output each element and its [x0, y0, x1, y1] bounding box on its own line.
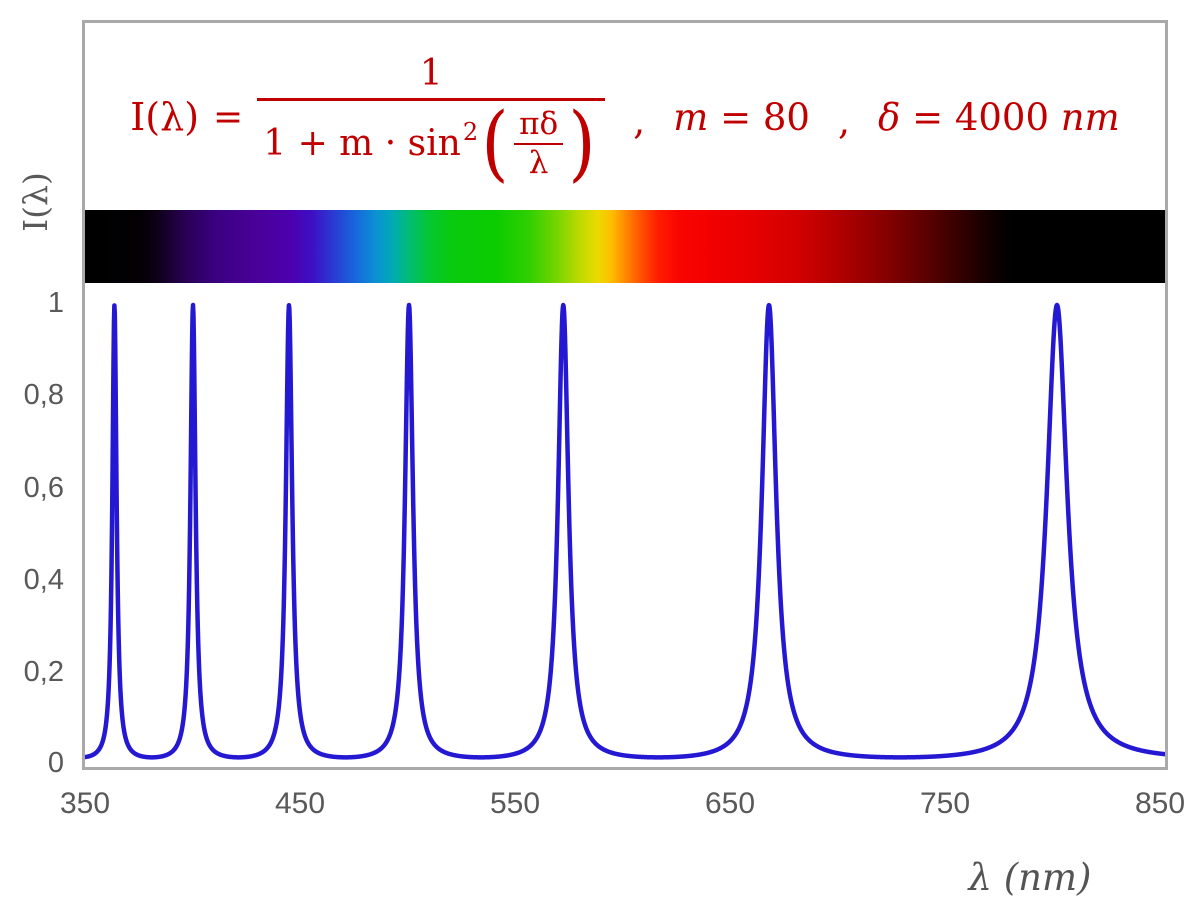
- x-tick: 750: [919, 787, 971, 820]
- y-tick: 0,8: [23, 379, 64, 411]
- y-tick: 0: [47, 747, 64, 779]
- y-tick: 0,2: [23, 656, 64, 688]
- fraction-numerator: 1: [419, 53, 443, 95]
- close-paren: ): [568, 96, 596, 192]
- x-axis-title: λ (nm): [968, 856, 1092, 899]
- inner-denominator: λ: [528, 144, 549, 181]
- intensity-curve: [85, 302, 1165, 760]
- inner-fraction-bar: [514, 142, 564, 145]
- y-tick: 0,4: [23, 564, 64, 596]
- curve-path: [85, 302, 1165, 760]
- param-delta-value: = 4000: [900, 95, 1061, 139]
- formula-fraction: 1 1 + m · sin 2 ( πδ λ ): [257, 53, 606, 192]
- y-axis-title: I(λ): [16, 172, 55, 232]
- formula-equals: =: [213, 96, 244, 138]
- fraction-bar: [257, 98, 606, 102]
- formula: I(λ) = 1 1 + m · sin 2 ( πδ λ ) , m =: [85, 31, 1165, 203]
- param-delta-unit: nm: [1060, 95, 1120, 139]
- spectrum-bar: [85, 210, 1165, 283]
- denominator-text: 1 + m · sin: [263, 123, 461, 165]
- y-tick: 1: [47, 287, 64, 319]
- inner-numerator: πδ: [519, 106, 559, 143]
- chart-frame: I(λ) = 1 1 + m · sin 2 ( πδ λ ) , m =: [82, 20, 1168, 770]
- x-tick: 350: [59, 787, 111, 820]
- param-delta-symbol: δ: [878, 95, 901, 139]
- sin-exponent: 2: [462, 117, 479, 146]
- open-paren: (: [481, 96, 509, 192]
- param-m-symbol: m: [673, 95, 709, 139]
- x-tick: 550: [489, 787, 541, 820]
- x-tick: 850: [1134, 787, 1186, 820]
- param-m-value: = 80: [708, 95, 810, 139]
- x-tick: 650: [704, 787, 756, 820]
- x-tick: 450: [274, 787, 326, 820]
- fraction-denominator: 1 + m · sin 2 ( πδ λ ): [257, 96, 605, 192]
- inner-fraction: πδ λ: [514, 106, 564, 181]
- y-tick: 0,6: [23, 472, 64, 504]
- formula-lhs: I(λ): [130, 95, 200, 139]
- formula-comma: ,: [837, 99, 851, 143]
- formula-comma: ,: [633, 99, 646, 143]
